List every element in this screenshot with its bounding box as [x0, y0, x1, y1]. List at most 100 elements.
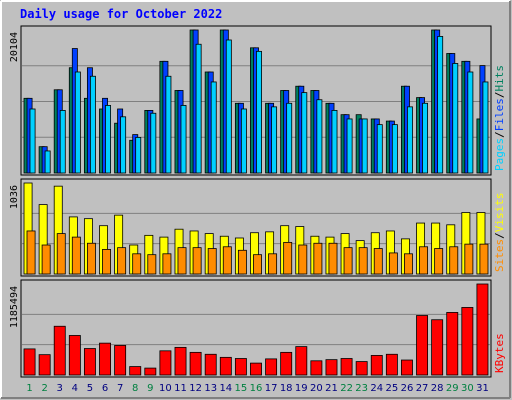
legend-entry: KBytes: [493, 333, 506, 373]
panel-max-label: 20104: [9, 32, 20, 62]
bar-sites-day-8: [132, 253, 142, 275]
day-label-24: 24: [370, 383, 383, 394]
series-sites: [26, 230, 489, 275]
bar-pages-day-27: [422, 102, 429, 174]
bar-pages-day-23: [361, 118, 368, 174]
bar-kbytes-day-27: [416, 315, 429, 376]
bar-pages-day-7: [120, 116, 127, 174]
chart-title: Daily usage for October 2022: [20, 7, 222, 21]
bar-pages-day-26: [407, 106, 413, 174]
day-label-27: 27: [416, 383, 429, 394]
bar-sites-day-17: [268, 253, 278, 275]
bar-sites-day-28: [434, 248, 444, 275]
bar-kbytes-day-30: [461, 307, 474, 376]
legend-entry: Hits: [493, 65, 506, 92]
day-label-25: 25: [386, 383, 399, 394]
bar-pages-day-29: [452, 63, 459, 174]
day-label-26: 26: [401, 383, 414, 394]
bar-kbytes-day-3: [53, 325, 66, 376]
bar-kbytes-day-11: [174, 346, 187, 376]
bar-pages-day-3: [59, 110, 66, 174]
day-label-8: 8: [132, 383, 138, 394]
bar-kbytes-day-7: [114, 345, 127, 376]
bar-kbytes-day-16: [250, 362, 262, 376]
day-label-4: 4: [72, 383, 78, 394]
legend-entry: Sites: [493, 239, 506, 272]
bar-pages-day-2: [44, 150, 51, 174]
day-label-7: 7: [117, 383, 123, 394]
bar-kbytes-day-26: [401, 359, 413, 376]
bar-pages-day-11: [180, 105, 187, 174]
bar-sites-day-31: [479, 243, 489, 275]
bar-pages-day-19: [301, 92, 308, 174]
series-pages: [29, 36, 489, 174]
bar-kbytes-day-10: [159, 350, 172, 376]
bar-sites-day-16: [253, 254, 262, 275]
legend-entry: /: [493, 232, 506, 239]
day-label-16: 16: [250, 383, 263, 394]
bar-kbytes-day-12: [189, 351, 202, 376]
legend-entry: Visits: [493, 193, 506, 233]
bar-kbytes-day-9: [144, 367, 157, 376]
day-label-20: 20: [310, 383, 323, 394]
day-label-2: 2: [41, 383, 47, 394]
bar-sites-day-13: [207, 248, 217, 275]
bar-sites-day-14: [222, 246, 232, 275]
day-label-12: 12: [189, 383, 202, 394]
day-label-19: 19: [295, 383, 308, 394]
bar-sites-day-18: [283, 241, 293, 275]
bar-sites-day-4: [71, 236, 81, 275]
bar-kbytes-day-2: [38, 354, 51, 376]
day-label-21: 21: [325, 383, 338, 394]
bar-sites-day-29: [449, 246, 459, 275]
bar-sites-day-7: [117, 247, 127, 275]
bar-kbytes-day-24: [370, 355, 383, 376]
bar-pages-day-21: [331, 110, 338, 174]
day-label-9: 9: [147, 383, 153, 394]
bar-sites-day-20: [313, 242, 323, 275]
day-label-31: 31: [476, 383, 489, 394]
bar-kbytes-day-31: [476, 283, 489, 376]
day-label-17: 17: [265, 383, 278, 394]
bar-pages-day-10: [165, 75, 172, 174]
day-label-28: 28: [431, 383, 444, 394]
bar-pages-day-28: [437, 36, 444, 174]
series-files: [26, 29, 486, 174]
bar-pages-day-12: [195, 43, 202, 174]
panel-legend: Sites/Visits: [493, 193, 506, 273]
bar-pages-day-6: [105, 105, 111, 174]
day-label-30: 30: [461, 383, 474, 394]
bar-sites-day-19: [298, 244, 308, 275]
legend-entry: Files: [493, 98, 506, 131]
day-label-14: 14: [219, 383, 232, 394]
bar-kbytes-day-22: [340, 358, 353, 376]
bar-sites-day-21: [328, 242, 338, 275]
chart-panels: 20104Pages/Files/Hits1036Sites/Visits118…: [9, 25, 506, 378]
bar-sites-day-2: [41, 244, 51, 275]
bar-sites-day-12: [192, 247, 202, 275]
bar-sites-day-11: [177, 247, 187, 275]
legend-entry: /: [493, 92, 506, 99]
bar-sites-day-26: [404, 253, 413, 275]
bar-kbytes-day-15: [234, 358, 247, 376]
bar-pages-day-1: [29, 108, 36, 174]
bar-kbytes-day-4: [68, 335, 81, 376]
day-label-6: 6: [102, 383, 108, 394]
bar-kbytes-day-5: [83, 348, 96, 376]
legend-entry: Pages: [493, 138, 506, 171]
series-kbytes: [23, 283, 489, 376]
bar-sites-day-15: [237, 249, 247, 275]
bar-sites-day-25: [388, 252, 398, 275]
day-label-15: 15: [235, 383, 248, 394]
bar-pages-day-14: [225, 39, 232, 174]
bar-pages-day-17: [271, 106, 278, 174]
day-label-13: 13: [204, 383, 217, 394]
day-label-22: 22: [340, 383, 353, 394]
bar-kbytes-day-23: [355, 361, 368, 376]
bar-pages-day-4: [74, 71, 81, 174]
day-label-10: 10: [159, 383, 172, 394]
bar-pages-day-25: [391, 124, 398, 174]
